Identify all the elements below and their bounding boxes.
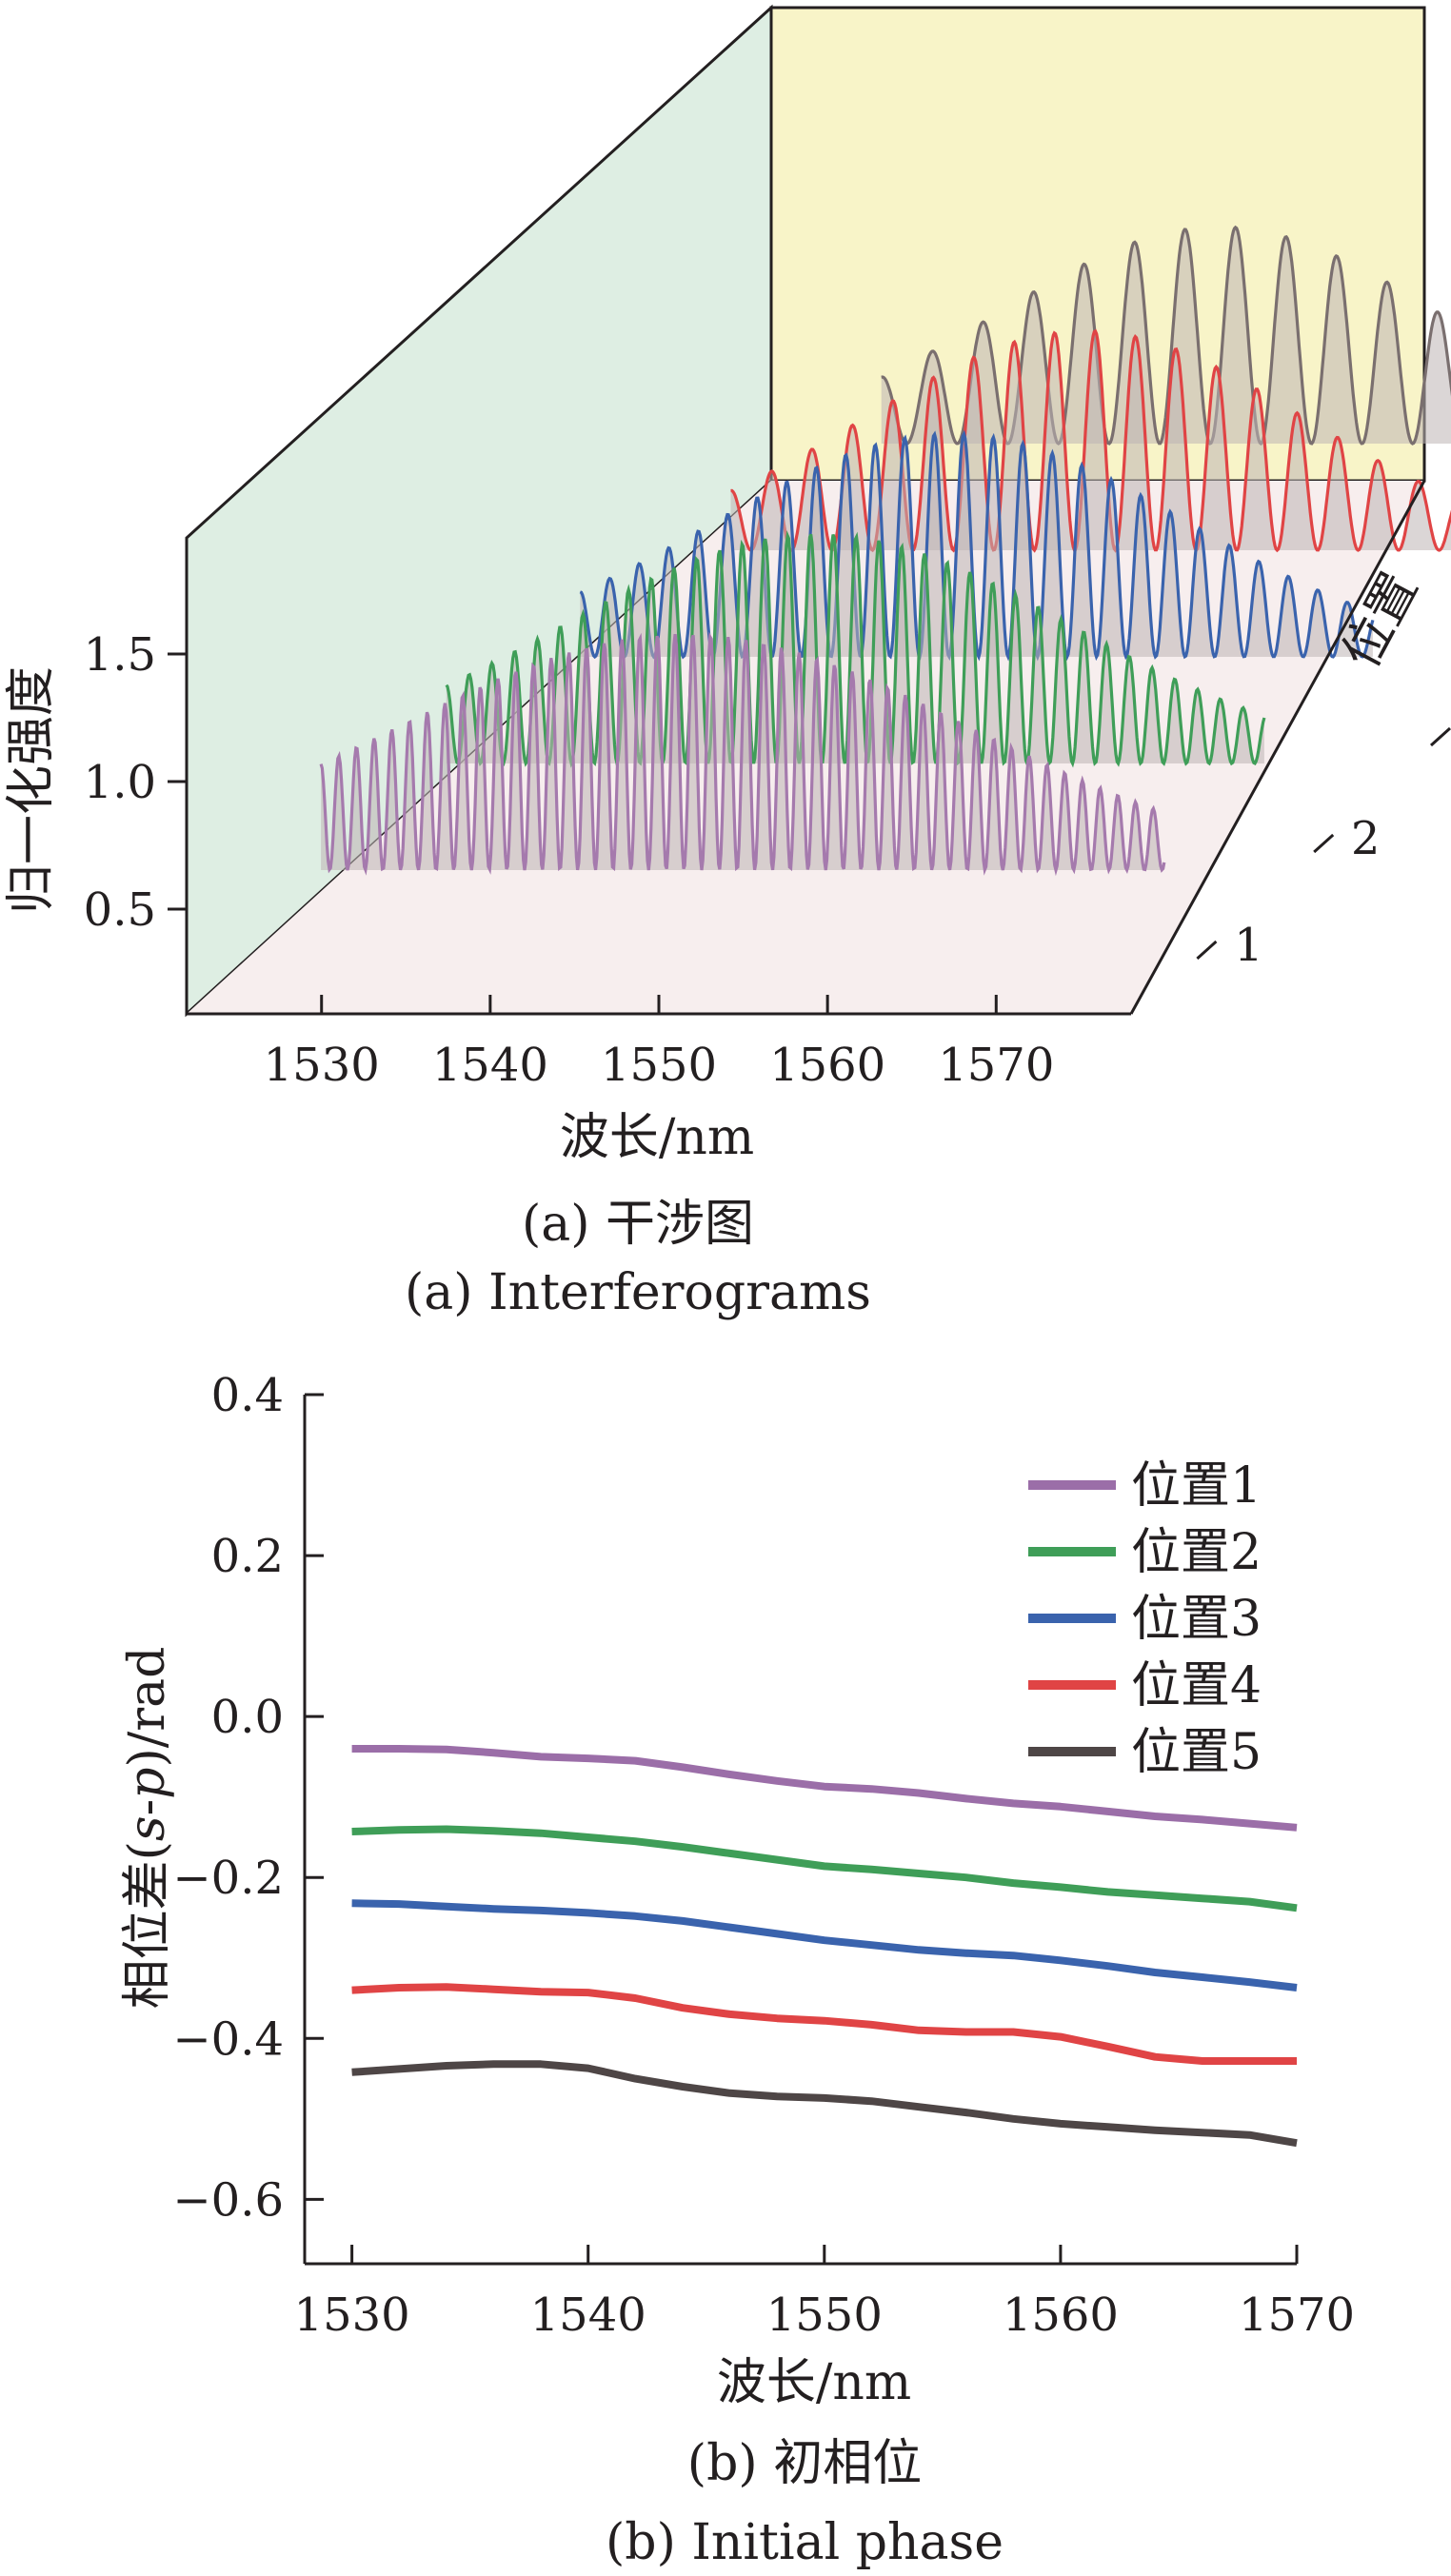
panel-a-caption-cn: (a) 干涉图 (522, 1196, 754, 1253)
legend-label-3: 位置3 (1131, 1591, 1262, 1648)
x-axis-label: 波长/nm (717, 2354, 911, 2411)
interferogram-line-1 (319, 631, 1166, 877)
legend-label-5: 位置5 (1131, 1724, 1262, 1781)
x-tick-label-1550: 1550 (601, 1039, 717, 1092)
legend-label-2: 位置2 (1131, 1524, 1262, 1581)
y-tick-label-5: −0.6 (172, 2173, 284, 2227)
panel-b-initial-phase: 0.4 0.2 0.0 −0.2 −0.4 −0.6 1530 1540 1550 1560 157… (119, 1369, 1355, 2411)
x-tick-label-1570: 1570 (938, 1039, 1054, 1092)
x-tick-label-1550: 1550 (766, 2289, 883, 2342)
x-axis-label: 波长/nm (560, 1109, 754, 1166)
x-tick-label-1570: 1570 (1239, 2289, 1355, 2342)
x-tick-label-1530: 1530 (294, 2289, 410, 2342)
depth-tick-label-1: 1 (1234, 919, 1263, 972)
y-tick-label-1.5: 1.5 (84, 628, 156, 682)
x-tick-label-1530: 1530 (264, 1039, 380, 1092)
depth-tick-2 (1313, 833, 1335, 854)
depth-tick-label-2: 2 (1351, 812, 1381, 865)
panel-b-caption-en: (b) Initial phase (606, 2514, 1004, 2571)
interferogram-line-2 (445, 529, 1266, 769)
series-line-3 (351, 1899, 1298, 1991)
interferogram-line-4 (730, 328, 1451, 553)
depth-tick-1 (1196, 940, 1218, 961)
x-tick-label-1560: 1560 (769, 1039, 885, 1092)
y-tick-label-3: −0.2 (172, 1852, 284, 1905)
y-tick-label-4: −0.4 (172, 2012, 284, 2066)
y-tick-label-0.5: 0.5 (84, 883, 156, 937)
interferogram-fill-5 (881, 227, 1451, 444)
legend-label-4: 位置4 (1131, 1657, 1262, 1714)
panel-a-caption-en: (a) Interferograms (405, 1264, 871, 1321)
floor-right-edge (1129, 480, 1426, 1015)
x-tick-label-1540: 1540 (432, 1039, 548, 1092)
legend-label-1: 位置1 (1131, 1457, 1262, 1515)
y-tick-label-1: 1.0 (84, 756, 156, 809)
x-tick-label-1560: 1560 (1003, 2289, 1119, 2342)
series-line-4 (351, 1983, 1297, 2065)
y-axis-label: 归一化强度 (3, 666, 60, 914)
y-tick-label-2: 0.0 (211, 1691, 284, 1744)
panel-a-interferograms: 5432115301540155015601570波长/nm0.51.01.5归… (3, 4, 1451, 1166)
x-tick-label-1540: 1540 (530, 2289, 646, 2342)
y-axis-label: 相位差(s-p)/rad (119, 1647, 176, 2010)
y-tick-label-0: 0.4 (211, 1369, 284, 1422)
panel-b-caption-cn: (b) 初相位 (687, 2435, 922, 2492)
series-line-5 (351, 2060, 1298, 2148)
series-line-1 (351, 1745, 1298, 1832)
interferogram-fill-4 (730, 330, 1451, 550)
depth-tick-3 (1429, 726, 1451, 747)
y-tick-label-1: 0.2 (211, 1530, 284, 1583)
series-line-2 (351, 1825, 1298, 1912)
